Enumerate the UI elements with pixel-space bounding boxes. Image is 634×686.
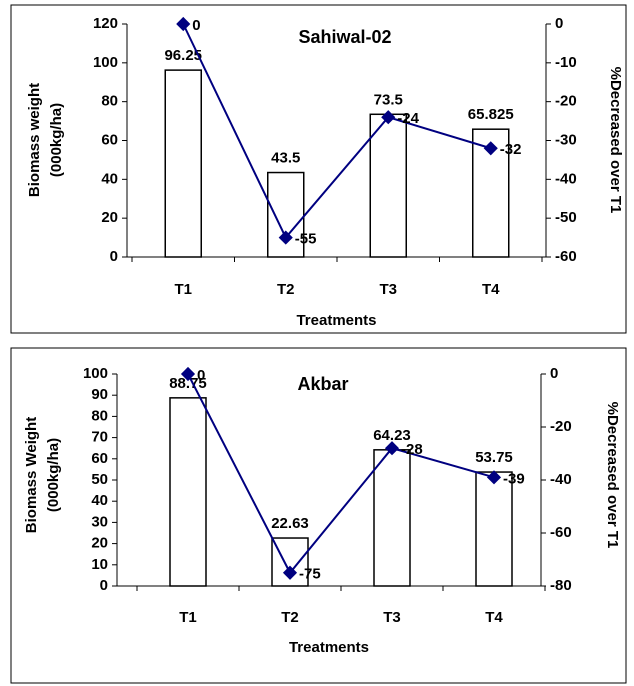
line-marker: [282, 565, 298, 580]
chart-title: Sahiwal-02: [298, 27, 391, 47]
y-tick-label: 20: [91, 535, 108, 552]
y2-tick-label: 0: [555, 15, 563, 32]
y-tick-label: 70: [91, 429, 108, 446]
y-tick-label: 30: [91, 513, 108, 530]
y-tick-label: 100: [93, 54, 118, 71]
y-tick-label: 60: [101, 131, 118, 148]
line-marker: [278, 230, 293, 245]
bar-value-label: 96.25: [164, 47, 202, 64]
x-tick-label: T4: [485, 609, 503, 626]
y-axis-label: (000kg/ha): [45, 438, 62, 512]
line-value-label: -75: [299, 566, 321, 583]
y-tick-label: 40: [91, 492, 108, 509]
line-value-label: 0: [197, 367, 205, 384]
y-tick-label: 120: [93, 15, 118, 32]
chart-title: Akbar: [297, 374, 348, 394]
x-tick-label: T2: [281, 609, 299, 626]
y-tick-label: 100: [83, 365, 108, 382]
y2-tick-label: -50: [555, 209, 577, 226]
bar: [271, 537, 309, 587]
line-marker: [483, 141, 498, 156]
line-value-label: -32: [500, 141, 522, 158]
x-tick-label: T1: [174, 281, 192, 298]
y-tick-label: 40: [101, 170, 118, 187]
y-tick-label: 20: [101, 209, 118, 226]
y-tick-label: 0: [110, 248, 118, 265]
y2-axis-label: %Decreased over T1: [604, 402, 621, 549]
bar: [475, 471, 513, 587]
x-axis-label: Treatments: [296, 312, 376, 329]
line-value-label: 0: [192, 17, 200, 34]
y2-tick-label: -60: [550, 524, 572, 541]
bar-value-label: 65.825: [468, 106, 514, 123]
line-marker: [176, 16, 191, 32]
line: [187, 373, 495, 575]
y-tick-label: 90: [91, 386, 108, 403]
line-marker: [384, 441, 400, 456]
line-value-label: -28: [401, 441, 423, 458]
bar-value-label: 43.5: [271, 150, 300, 167]
y-tick-label: 80: [91, 407, 108, 424]
y2-tick-label: -40: [555, 170, 577, 187]
line: [182, 23, 492, 240]
y2-tick-label: -20: [550, 418, 572, 435]
y2-tick-label: -60: [555, 248, 577, 265]
line-value-label: -55: [295, 231, 317, 248]
y2-tick-label: -30: [555, 131, 577, 148]
x-tick-label: T3: [383, 609, 401, 626]
y-tick-label: 80: [101, 93, 118, 110]
x-tick-label: T4: [482, 281, 500, 298]
line-marker: [180, 366, 196, 382]
bar: [373, 449, 411, 587]
line-marker: [486, 470, 502, 485]
y2-tick-label: -80: [550, 577, 572, 594]
y2-tick-label: -40: [550, 471, 572, 488]
line-value-label: -39: [503, 470, 525, 487]
bar-value-label: 73.5: [374, 91, 403, 108]
y-tick-label: 60: [91, 450, 108, 467]
x-tick-label: T3: [379, 281, 397, 298]
y-tick-label: 10: [91, 556, 108, 573]
chart-frame: [10, 4, 627, 334]
y-tick-label: 0: [100, 577, 108, 594]
line-marker: [381, 110, 396, 125]
x-axis-label: Treatments: [289, 639, 369, 656]
y2-tick-label: -20: [555, 93, 577, 110]
chart-frame: [10, 347, 627, 684]
x-tick-label: T2: [277, 281, 295, 298]
y2-tick-label: 0: [550, 365, 558, 382]
y-axis-label: Biomass weight: [26, 83, 43, 197]
y2-axis-label: %Decreased over T1: [607, 67, 624, 214]
y-axis-label: Biomass Weight: [23, 417, 40, 533]
line-value-label: -24: [397, 110, 419, 127]
bar-value-label: 88.75: [169, 375, 207, 392]
x-tick-label: T1: [179, 609, 197, 626]
y-tick-label: 50: [91, 471, 108, 488]
bar-value-label: 53.75: [475, 449, 513, 466]
bar-value-label: 64.23: [373, 427, 411, 444]
bar: [369, 113, 407, 258]
bar: [164, 69, 202, 258]
bar-value-label: 22.63: [271, 515, 309, 532]
bar: [169, 397, 207, 587]
y2-tick-label: -10: [555, 54, 577, 71]
y-axis-label: (000kg/ha): [48, 103, 65, 177]
